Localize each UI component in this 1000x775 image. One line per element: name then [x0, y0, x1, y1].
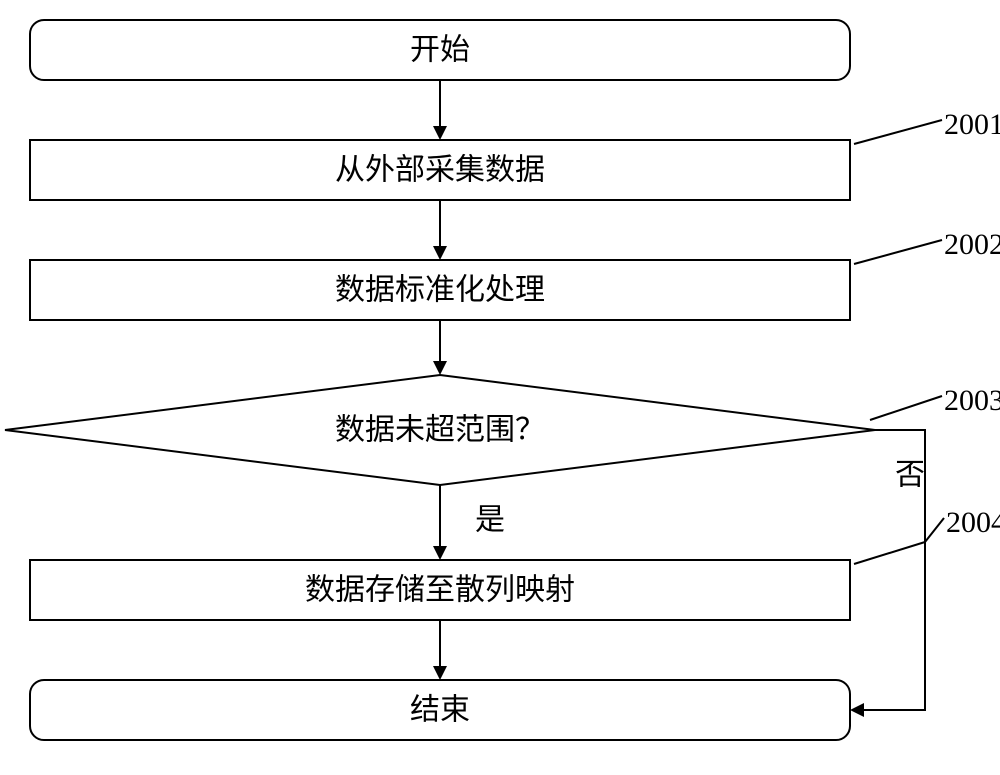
callout-text-1: 2002	[944, 228, 1000, 261]
edge-label-5: 否	[895, 459, 925, 492]
callout-2: 2003	[870, 384, 1000, 420]
node-label-end: 结束	[410, 694, 470, 727]
edge-2	[433, 320, 447, 375]
flowchart-canvas: 开始从外部采集数据数据标准化处理数据未超范围？ 数据存储至散列映射结束 是 否 2001…	[0, 0, 1000, 770]
callout-text-0: 2001	[944, 108, 1000, 141]
node-start: 开始	[30, 20, 850, 80]
node-label-normalize: 数据标准化处理	[335, 274, 545, 307]
edge-5: 否	[850, 430, 925, 717]
node-collect: 从外部采集数据	[30, 140, 850, 200]
arrowhead	[433, 126, 447, 140]
node-label-decision: 数据未超范围？	[335, 414, 545, 447]
callout-1: 2002	[854, 228, 1000, 264]
node-label-store: 数据存储至散列映射	[305, 574, 575, 607]
callout-text-3: 2004	[946, 506, 1000, 539]
arrowhead	[433, 666, 447, 680]
node-label-collect: 从外部采集数据	[335, 154, 545, 187]
node-end: 结束	[30, 680, 850, 740]
callout-0: 2001	[854, 108, 1000, 144]
edge-3: 是	[433, 485, 505, 560]
arrowhead	[850, 703, 864, 717]
edge-1	[433, 200, 447, 260]
node-decision: 数据未超范围？	[5, 375, 875, 485]
arrowhead	[433, 546, 447, 560]
edge-4	[433, 620, 447, 680]
node-store: 数据存储至散列映射	[30, 560, 850, 620]
arrowhead	[433, 246, 447, 260]
arrowhead	[433, 361, 447, 375]
edge-0	[433, 80, 447, 140]
callout-3: 2004	[854, 506, 1000, 564]
callout-text-2: 2003	[944, 384, 1000, 417]
edge-label-3: 是	[475, 504, 505, 537]
node-normalize: 数据标准化处理	[30, 260, 850, 320]
node-label-start: 开始	[410, 34, 470, 67]
